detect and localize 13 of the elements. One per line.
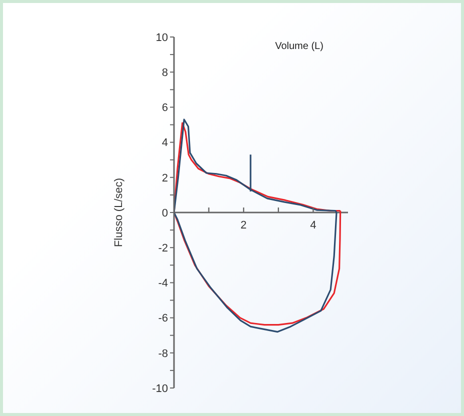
y-tick-label: -4 bbox=[158, 278, 168, 290]
y-tick-label: 0 bbox=[162, 207, 168, 220]
x-axis-title: Volume (L) bbox=[275, 41, 324, 52]
y-tick-label: -6 bbox=[158, 312, 168, 325]
y-tick-label: -8 bbox=[158, 348, 168, 360]
y-tick-label: 10 bbox=[156, 32, 168, 44]
y-tick-label: 8 bbox=[162, 67, 168, 80]
y-tick-label: 6 bbox=[162, 102, 168, 114]
y-axis-title: Flusso (L/sec) bbox=[112, 178, 125, 248]
y-tick-label: 2 bbox=[162, 172, 168, 184]
y-tick-label: 4 bbox=[162, 137, 168, 150]
y-tick-label: -2 bbox=[158, 242, 168, 255]
y-tick-label: -10 bbox=[152, 382, 168, 395]
